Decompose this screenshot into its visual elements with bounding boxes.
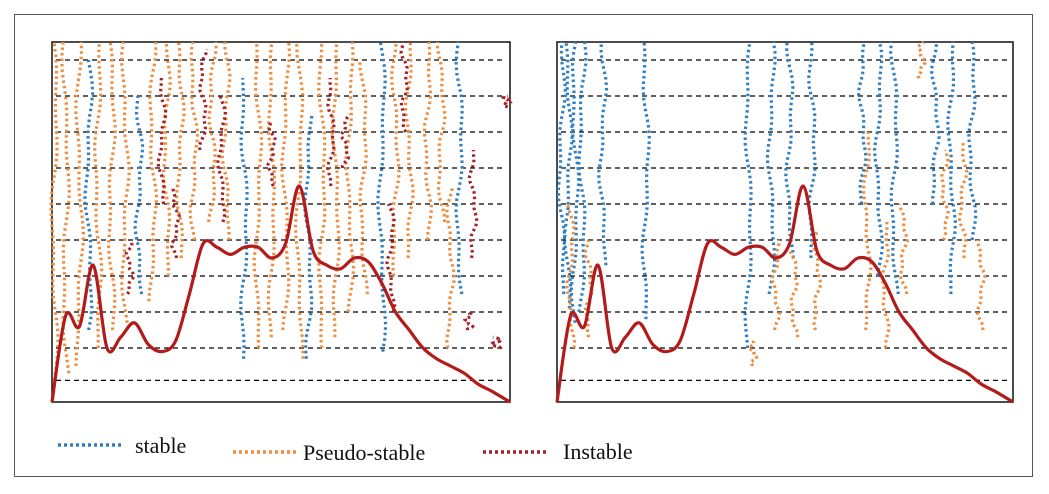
left-pseudo-stable-trace xyxy=(293,41,305,359)
left-instable-trace xyxy=(326,77,336,187)
left-instable-trace xyxy=(197,48,209,151)
left-pseudo-stable-trace xyxy=(389,41,401,277)
right-stable-trace xyxy=(929,41,941,205)
right-stable-trace xyxy=(743,41,753,349)
left-instable-trace xyxy=(156,78,168,205)
left-pseudo-stable-trace xyxy=(174,41,186,259)
left-instable-trace xyxy=(385,203,397,313)
left-stable-trace xyxy=(239,77,249,359)
legend-stable-label: stable xyxy=(135,433,186,458)
left-instable-trace xyxy=(170,185,181,259)
right-pseudo-stable-trace xyxy=(916,40,928,80)
left-pseudo-stable-trace xyxy=(358,59,369,295)
right-stable-trace xyxy=(872,41,885,277)
right-stable-trace xyxy=(946,41,957,294)
left-panel xyxy=(49,41,514,404)
legend: stable Pseudo-stable Instable xyxy=(58,433,633,465)
left-pseudo-stable-trace xyxy=(422,41,434,241)
left-signal-line xyxy=(50,184,511,404)
left-pseudo-stable-trace xyxy=(252,41,264,349)
right-pseudo-stable-trace xyxy=(898,203,909,295)
left-instable-trace xyxy=(399,41,409,133)
left-instable-trace xyxy=(463,311,475,331)
right-stable-trace xyxy=(556,41,568,295)
left-pseudo-stable-trace xyxy=(330,41,341,338)
right-pseudo-stable-trace xyxy=(975,239,987,331)
right-stable-trace xyxy=(562,41,574,309)
right-stable-trace xyxy=(765,41,777,295)
left-pseudo-stable-trace xyxy=(220,41,232,241)
left-pseudo-stable-trace xyxy=(161,41,172,277)
right-stable-trace xyxy=(856,41,868,205)
right-stable-trace xyxy=(640,41,651,320)
right-pseudo-stable-trace xyxy=(940,149,950,241)
right-plot-area xyxy=(556,41,1014,403)
left-pseudo-stable-trace xyxy=(344,41,356,313)
left-plot-area xyxy=(51,41,511,403)
left-pseudo-stable-trace xyxy=(60,41,72,374)
left-pseudo-stable-trace xyxy=(106,41,117,331)
figure-frame xyxy=(14,14,1033,477)
right-signal-line xyxy=(555,184,1014,404)
left-pseudo-stable-trace xyxy=(49,41,60,381)
left-pseudo-stable-trace xyxy=(280,41,292,331)
right-pseudo-stable-trace xyxy=(861,131,873,331)
left-pseudo-stable-trace xyxy=(266,41,277,338)
left-instable-trace xyxy=(339,113,351,169)
legend-instable-label: Instable xyxy=(563,439,633,464)
right-stable-trace xyxy=(889,41,900,295)
left-instable-trace xyxy=(266,120,277,187)
right-pseudo-stable-trace xyxy=(770,239,782,331)
right-stable-trace xyxy=(577,41,588,313)
left-instable-trace xyxy=(500,94,514,109)
right-stable-trace xyxy=(967,41,978,241)
right-pseudo-stable-trace xyxy=(957,142,969,259)
left-stable-trace xyxy=(83,59,95,331)
right-pseudo-stable-trace xyxy=(788,250,800,338)
legend-pseudo-label: Pseudo-stable xyxy=(303,440,425,465)
right-stable-trace xyxy=(597,41,609,266)
left-pseudo-stable-trace xyxy=(445,185,456,349)
left-pseudo-stable-trace xyxy=(147,41,159,302)
right-panel xyxy=(555,40,1014,404)
left-instable-trace xyxy=(215,95,227,223)
left-pseudo-stable-trace xyxy=(74,41,86,367)
right-pseudo-stable-trace xyxy=(811,228,823,331)
left-pseudo-stable-trace xyxy=(403,41,415,259)
right-pseudo-stable-trace xyxy=(565,203,577,349)
left-stable-trace xyxy=(376,41,388,352)
left-instable-trace xyxy=(490,335,503,350)
left-stable-trace xyxy=(133,95,145,295)
right-pseudo-stable-trace xyxy=(747,340,759,367)
left-instable-trace xyxy=(124,239,136,295)
right-stable-trace xyxy=(569,41,581,324)
left-stable-trace xyxy=(454,41,464,295)
left-pseudo-stable-trace xyxy=(188,41,200,241)
left-pseudo-stable-trace xyxy=(317,41,327,349)
left-instable-trace xyxy=(467,149,479,259)
left-pseudo-stable-trace xyxy=(120,41,131,324)
